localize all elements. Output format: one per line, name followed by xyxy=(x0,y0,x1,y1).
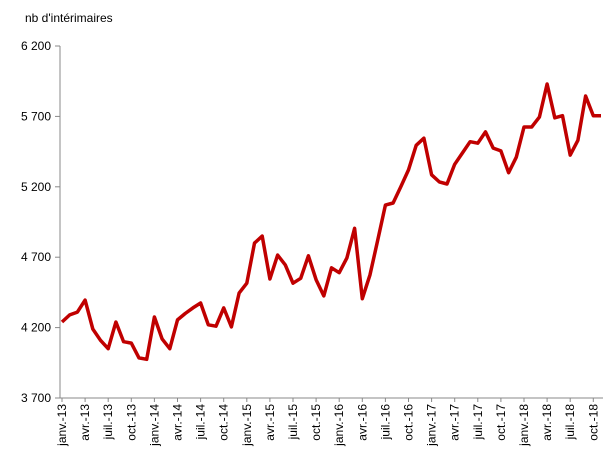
x-tick-label: janv.-14 xyxy=(147,404,161,447)
x-tick-label: janv.-17 xyxy=(425,404,439,447)
y-tick-label: 4 700 xyxy=(21,250,51,264)
x-tick-label: juil.-18 xyxy=(563,404,577,441)
x-tick-label: juil.-17 xyxy=(471,404,485,441)
x-tick-label: oct.-17 xyxy=(494,404,508,441)
x-tick-label: juil.-16 xyxy=(378,404,392,441)
y-tick-label: 5 200 xyxy=(21,180,51,194)
x-tick-label: oct.-14 xyxy=(217,404,231,441)
x-tick-label: avr.-15 xyxy=(263,404,277,441)
x-tick-label: janv.-13 xyxy=(55,404,69,447)
x-tick-label: avr.-13 xyxy=(78,404,92,441)
y-axis-title: nb d'intérimaires xyxy=(25,11,113,25)
x-tick-label: avr.-14 xyxy=(171,404,185,441)
x-tick-label: janv.-18 xyxy=(517,404,531,447)
x-tick-label: juil.-13 xyxy=(101,404,115,441)
x-tick-label: oct.-15 xyxy=(309,404,323,441)
x-tick-label: avr.-17 xyxy=(448,404,462,441)
x-tick-label: avr.-16 xyxy=(355,404,369,441)
x-tick-label: juil.-14 xyxy=(194,404,208,441)
x-tick-label: juil.-15 xyxy=(286,404,300,441)
x-tick-label: janv.-15 xyxy=(240,404,254,447)
x-tick-label: oct.-13 xyxy=(124,404,138,441)
x-tick-label: oct.-18 xyxy=(586,404,600,441)
y-tick-label: 6 200 xyxy=(21,39,51,53)
y-tick-label: 3 700 xyxy=(21,391,51,405)
x-tick-label: oct.-16 xyxy=(402,404,416,441)
x-tick-label: avr.-18 xyxy=(540,404,554,441)
data-line xyxy=(60,82,601,362)
x-tick-label: janv.-16 xyxy=(332,404,346,447)
y-tick-label: 4 200 xyxy=(21,321,51,335)
y-tick-label: 5 700 xyxy=(21,109,51,123)
